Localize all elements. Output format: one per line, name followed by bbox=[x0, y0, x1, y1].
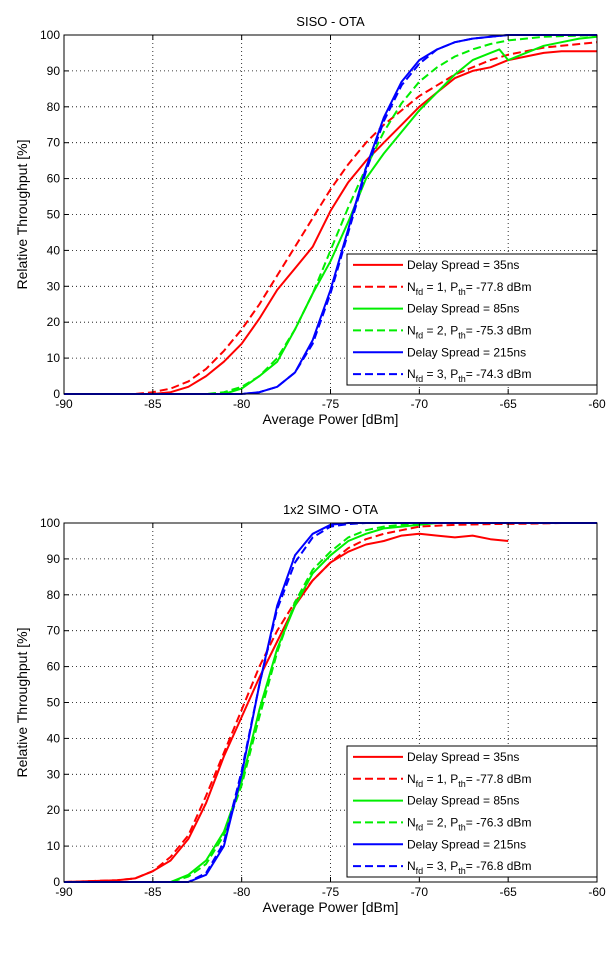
x-tick-label: -85 bbox=[144, 397, 162, 411]
x-tick-label: -80 bbox=[233, 397, 251, 411]
legend-label: Delay Spread = 215ns bbox=[407, 837, 526, 851]
y-tick-label: 50 bbox=[47, 696, 61, 710]
legend-label: Delay Spread = 35ns bbox=[407, 750, 519, 764]
y-axis-label: Relative Throughput [%] bbox=[14, 140, 30, 290]
legend-label: Nfd = 2, Pth= -76.3 dBm bbox=[407, 815, 531, 832]
legend-label: Nfd = 3, Pth= -76.8 dBm bbox=[407, 859, 531, 876]
legend: Delay Spread = 35ns Nfd = 1, Pth= -77.8 d… bbox=[346, 745, 598, 878]
y-tick-label: 90 bbox=[47, 552, 61, 566]
legend-label: Delay Spread = 85ns bbox=[407, 302, 519, 316]
legend: Delay Spread = 35ns Nfd = 1, Pth= -77.8 d… bbox=[346, 253, 598, 386]
y-tick-label: 0 bbox=[53, 875, 60, 889]
legend-label: Nfd = 1, Pth= -77.8 dBm bbox=[407, 772, 531, 789]
legend-label: Delay Spread = 35ns bbox=[407, 258, 519, 272]
series-line-1 bbox=[63, 532, 509, 883]
y-tick-label: 40 bbox=[47, 243, 61, 257]
x-axis-label: Average Power [dBm] bbox=[263, 899, 399, 915]
legend-label: Nfd = 3, Pth= -74.3 dBm bbox=[407, 367, 531, 384]
x-tick-label: -90 bbox=[55, 397, 73, 411]
x-tick-label: -60 bbox=[588, 397, 606, 411]
x-axis-label: Average Power [dBm] bbox=[263, 411, 399, 427]
y-tick-label: 80 bbox=[47, 588, 61, 602]
legend-label: Nfd = 2, Pth= -75.3 dBm bbox=[407, 323, 531, 340]
y-tick-label: 50 bbox=[47, 208, 61, 222]
series-line-6 bbox=[64, 34, 597, 395]
y-axis-label: Relative Throughput [%] bbox=[14, 628, 30, 778]
y-tick-label: 100 bbox=[40, 516, 60, 530]
x-tick-label: -80 bbox=[233, 885, 251, 899]
y-tick-label: 60 bbox=[47, 660, 61, 674]
y-tick-label: 70 bbox=[47, 624, 61, 638]
chart-1: -90 -85 -80 -75 -70 -65 -60 0 10 20 30 40 50 60 70 80 90… bbox=[14, 14, 606, 427]
chart-title: SISO - OTA bbox=[296, 14, 365, 29]
x-tick-label: -90 bbox=[55, 885, 73, 899]
x-tick-label: -65 bbox=[499, 885, 517, 899]
x-tick-label: -65 bbox=[499, 397, 517, 411]
series-line-3 bbox=[64, 35, 598, 395]
x-tick-label: -85 bbox=[144, 885, 162, 899]
y-tick-label: 30 bbox=[47, 767, 61, 781]
y-tick-label: 20 bbox=[47, 315, 61, 329]
x-tick-label: -70 bbox=[411, 397, 429, 411]
y-tick-label: 60 bbox=[47, 172, 61, 186]
y-tick-label: 80 bbox=[47, 100, 61, 114]
x-tick-label: -75 bbox=[322, 885, 340, 899]
y-tick-label: 100 bbox=[40, 28, 60, 42]
chart-title: 1x2 SIMO - OTA bbox=[283, 502, 378, 517]
y-tick-label: 20 bbox=[47, 803, 61, 817]
y-tick-label: 10 bbox=[47, 351, 61, 365]
y-tick-label: 70 bbox=[47, 136, 61, 150]
y-tick-label: 40 bbox=[47, 731, 61, 745]
series-line-4 bbox=[64, 34, 598, 395]
x-tick-label: -75 bbox=[322, 397, 340, 411]
chart-2: -90 -85 -80 -75 -70 -65 -60 0 10 20 30 40 50 60 70 80 90… bbox=[14, 502, 606, 915]
y-tick-label: 30 bbox=[47, 279, 61, 293]
x-tick-label: -60 bbox=[588, 885, 606, 899]
legend-box bbox=[346, 745, 598, 878]
series-line-1 bbox=[64, 50, 597, 395]
legend-box bbox=[346, 253, 598, 386]
y-tick-label: 0 bbox=[53, 387, 60, 401]
legend-label: Delay Spread = 85ns bbox=[407, 794, 519, 808]
legend-label: Delay Spread = 215ns bbox=[407, 345, 526, 359]
y-tick-label: 90 bbox=[47, 64, 61, 78]
x-tick-label: -70 bbox=[411, 885, 429, 899]
series-line-2 bbox=[64, 41, 598, 395]
legend-label: Nfd = 1, Pth= -77.8 dBm bbox=[407, 280, 531, 297]
y-tick-label: 10 bbox=[47, 839, 61, 853]
